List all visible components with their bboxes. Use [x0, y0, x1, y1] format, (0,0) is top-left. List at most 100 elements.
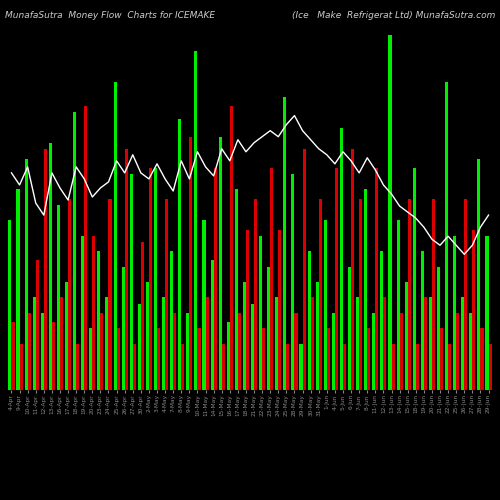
Bar	[351, 150, 354, 390]
Bar	[453, 236, 456, 390]
Bar	[28, 313, 30, 390]
Bar	[262, 328, 265, 390]
Bar	[400, 313, 402, 390]
Bar	[76, 344, 79, 390]
Bar	[335, 168, 338, 390]
Bar	[60, 298, 63, 390]
Bar	[165, 198, 168, 390]
Bar	[12, 322, 14, 390]
Bar	[222, 344, 225, 390]
Bar	[146, 282, 149, 390]
Bar	[270, 168, 274, 390]
Bar	[308, 251, 310, 390]
Bar	[332, 313, 335, 390]
Bar	[429, 298, 432, 390]
Bar	[448, 344, 451, 390]
Bar	[194, 50, 198, 390]
Bar	[24, 158, 28, 390]
Bar	[214, 168, 216, 390]
Text: (Ice   Make  Refrigerat Ltd) MunafaSutra.com: (Ice Make Refrigerat Ltd) MunafaSutra.co…	[292, 11, 495, 20]
Bar	[154, 168, 157, 390]
Bar	[218, 137, 222, 390]
Bar	[324, 220, 327, 390]
Bar	[36, 260, 39, 390]
Bar	[445, 82, 448, 390]
Bar	[92, 236, 96, 390]
Bar	[488, 344, 492, 390]
Bar	[16, 190, 20, 390]
Bar	[286, 344, 290, 390]
Bar	[300, 344, 302, 390]
Bar	[359, 198, 362, 390]
Bar	[470, 313, 472, 390]
Bar	[170, 251, 173, 390]
Bar	[404, 282, 407, 390]
Bar	[173, 313, 176, 390]
Bar	[81, 236, 84, 390]
Bar	[310, 298, 314, 390]
Bar	[259, 236, 262, 390]
Bar	[396, 220, 400, 390]
Bar	[302, 150, 306, 390]
Bar	[20, 344, 22, 390]
Bar	[480, 328, 484, 390]
Bar	[340, 128, 343, 390]
Bar	[114, 82, 116, 390]
Bar	[32, 298, 35, 390]
Bar	[376, 168, 378, 390]
Bar	[238, 313, 241, 390]
Bar	[190, 137, 192, 390]
Bar	[243, 282, 246, 390]
Bar	[133, 344, 136, 390]
Bar	[278, 230, 281, 390]
Bar	[84, 106, 87, 390]
Bar	[416, 344, 419, 390]
Bar	[318, 198, 322, 390]
Bar	[456, 313, 460, 390]
Bar	[157, 328, 160, 390]
Bar	[364, 190, 367, 390]
Bar	[116, 328, 119, 390]
Bar	[316, 282, 318, 390]
Bar	[464, 198, 468, 390]
Bar	[90, 328, 92, 390]
Bar	[186, 313, 190, 390]
Bar	[130, 174, 133, 390]
Bar	[275, 298, 278, 390]
Bar	[162, 298, 165, 390]
Bar	[424, 298, 427, 390]
Bar	[65, 282, 68, 390]
Bar	[284, 97, 286, 390]
Bar	[432, 198, 435, 390]
Bar	[206, 298, 208, 390]
Text: MunafaSutra  Money Flow  Charts for ICEMAKE: MunafaSutra Money Flow Charts for ICEMAK…	[5, 11, 215, 20]
Bar	[100, 313, 103, 390]
Bar	[106, 298, 108, 390]
Bar	[141, 242, 144, 390]
Bar	[182, 344, 184, 390]
Bar	[44, 150, 47, 390]
Bar	[437, 266, 440, 390]
Bar	[486, 236, 488, 390]
Bar	[367, 328, 370, 390]
Bar	[235, 190, 238, 390]
Bar	[138, 304, 141, 390]
Bar	[40, 313, 44, 390]
Bar	[294, 313, 298, 390]
Bar	[124, 150, 128, 390]
Bar	[254, 198, 257, 390]
Bar	[202, 220, 205, 390]
Bar	[57, 205, 60, 390]
Bar	[198, 328, 200, 390]
Bar	[392, 344, 394, 390]
Bar	[52, 322, 55, 390]
Bar	[372, 313, 376, 390]
Bar	[343, 344, 346, 390]
Bar	[68, 198, 71, 390]
Bar	[440, 328, 443, 390]
Bar	[478, 158, 480, 390]
Bar	[98, 251, 100, 390]
Bar	[472, 230, 476, 390]
Bar	[230, 106, 233, 390]
Bar	[356, 298, 359, 390]
